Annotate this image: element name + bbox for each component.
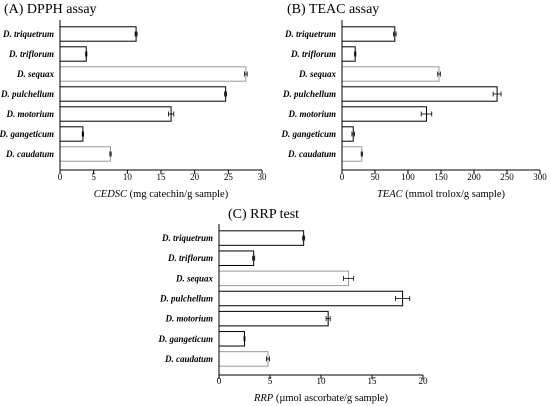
chart-dpph-category-label: D. triquetrum xyxy=(2,29,54,39)
chart-dpph-category-label: D. gangeticum xyxy=(0,129,54,139)
chart-teac-errorbar-d-gangeticum xyxy=(351,131,355,137)
chart-dpph-category-label: D. triflorum xyxy=(8,49,54,59)
chart-dpph-x-tick-label: 0 xyxy=(58,172,63,182)
chart-teac-bar-d-triquetrum xyxy=(341,26,396,42)
chart-dpph-errorbar-d-pulchellum xyxy=(224,91,228,97)
chart-rrp-x-axis-label: RRP (µmol ascorbate/g sample) xyxy=(253,393,389,404)
chart-rrp-bar-d-caudatum xyxy=(218,351,269,367)
chart-dpph-errorbar-d-sequax xyxy=(244,71,248,77)
chart-rrp-category-label: D. pulchellum xyxy=(159,294,213,304)
chart-teac-x-tick-label: 200 xyxy=(467,172,481,182)
chart-rrp-x-tick-label: 20 xyxy=(419,376,429,386)
chart-teac-errorbar-d-sequax xyxy=(437,71,441,77)
chart-teac-x-axis-unit: (mmol trolox/g sample) xyxy=(403,189,506,200)
chart-rrp-category-label: D. triflorum xyxy=(167,253,213,263)
chart-rrp-x-axis-variable: RRP xyxy=(253,393,274,404)
chart-teac-x-tick-label: 100 xyxy=(401,172,415,182)
chart-rrp-errorbar-d-triflorum xyxy=(252,255,256,261)
chart-rrp-errorbar-d-motorium xyxy=(325,316,331,322)
chart-dpph-bar-d-motorium xyxy=(59,106,172,122)
chart-rrp-x-axis-unit: (µmol ascorbate/g sample) xyxy=(273,393,388,404)
chart-teac-errorbar-d-pulchellum xyxy=(492,91,502,97)
chart-teac-errorbar-d-caudatum xyxy=(360,151,363,157)
chart-dpph-errorbar-d-triflorum xyxy=(85,51,88,57)
chart-teac-x-tick-label: 250 xyxy=(500,172,514,182)
chart-rrp-errorbar-d-triquetrum xyxy=(302,235,306,241)
chart-dpph-bar-d-gangeticum xyxy=(59,126,84,142)
chart-teac-x-tick-label: 50 xyxy=(371,172,381,182)
chart-teac-bar-d-triflorum xyxy=(341,46,356,62)
chart-teac-bar-d-sequax xyxy=(341,66,440,82)
chart-rrp-errorbar-d-sequax xyxy=(343,275,355,281)
chart-teac-title: (B) TEAC assay xyxy=(287,2,379,17)
chart-rrp-x-tick-label: 0 xyxy=(217,376,222,386)
chart-dpph-bar-d-caudatum xyxy=(59,146,111,162)
chart-teac-category-label: D. gangeticum xyxy=(280,129,336,139)
chart-rrp-bar-d-motorium xyxy=(218,310,329,327)
chart-dpph-x-axis-variable: CEDSC xyxy=(94,189,128,200)
chart-teac-errorbar-d-triquetrum xyxy=(393,31,397,37)
chart-rrp-bar-d-sequax xyxy=(218,270,350,287)
chart-rrp-category-label: D. gangeticum xyxy=(157,334,213,344)
chart-teac-bar-d-motorium xyxy=(341,106,427,122)
chart-teac-errorbar-d-triflorum xyxy=(354,51,357,57)
chart-dpph-x-tick-label: 10 xyxy=(123,172,133,182)
chart-rrp-errorbar-d-pulchellum xyxy=(395,296,411,301)
chart-dpph-x-tick-label: 15 xyxy=(157,172,167,182)
chart-rrp-bar-d-triflorum xyxy=(218,250,255,266)
chart-teac-category-label: D. pulchellum xyxy=(282,89,336,99)
chart-rrp-category-label: D. triquetrum xyxy=(161,233,213,243)
chart-dpph-errorbar-d-gangeticum xyxy=(81,131,84,137)
chart-dpph-category-label: D. caudatum xyxy=(5,149,54,159)
chart-rrp-category-label: D. caudatum xyxy=(164,354,213,364)
chart-dpph-x-tick-label: 5 xyxy=(91,172,96,182)
chart-teac-category-label: D. triflorum xyxy=(290,49,336,59)
chart-teac-category-label: D. sequax xyxy=(298,69,337,79)
chart-dpph-errorbar-d-triquetrum xyxy=(134,31,138,37)
chart-teac-errorbar-d-motorium xyxy=(420,111,433,117)
chart-rrp-x-tick-label: 10 xyxy=(317,376,327,386)
chart-teac-category-label: D. triquetrum xyxy=(284,29,336,39)
chart-rrp-bar-d-triquetrum xyxy=(218,230,305,246)
chart-teac-x-tick-label: 0 xyxy=(340,172,345,182)
chart-dpph-bar-d-sequax xyxy=(59,66,247,82)
chart-dpph-x-axis-unit: (mg catechin/g sample) xyxy=(127,189,229,200)
chart-rrp-errorbar-d-gangeticum xyxy=(243,336,246,342)
chart-dpph-errorbar-d-motorium xyxy=(168,111,175,117)
panel-rrp: (C) RRP test D. triquetrum D. triflorum D. … xyxy=(157,207,428,404)
panel-dpph: (A) DPPH assay D. triquetrum D. triflorum D… xyxy=(0,2,267,200)
chart-dpph-bar-d-triquetrum xyxy=(59,26,137,42)
chart-rrp-title: (C) RRP test xyxy=(228,207,299,222)
chart-teac-x-tick-label: 300 xyxy=(533,172,547,182)
chart-rrp-category-label: D. sequax xyxy=(175,273,214,283)
chart-dpph-bar-d-pulchellum xyxy=(59,86,227,102)
chart-dpph-errorbar-d-caudatum xyxy=(109,151,112,157)
chart-rrp-bar-d-pulchellum xyxy=(218,290,404,307)
chart-teac-category-label: D. caudatum xyxy=(287,149,336,159)
chart-rrp-bar-d-gangeticum xyxy=(218,331,245,347)
chart-rrp-x-tick-label: 15 xyxy=(368,376,378,386)
panel-teac: (B) TEAC assay D. triquetrum D. triflorum D… xyxy=(280,2,547,200)
chart-dpph-category-label: D. pulchellum xyxy=(0,89,54,99)
chart-dpph-bar-d-triflorum xyxy=(59,46,87,62)
chart-rrp-category-label: D. motorium xyxy=(164,314,213,324)
chart-rrp-x-tick-label: 5 xyxy=(268,376,273,386)
chart-dpph-category-label: D. sequax xyxy=(16,69,55,79)
chart-teac-x-axis-label: TEAC (mmol trolox/g sample) xyxy=(377,189,506,200)
chart-dpph-x-tick-label: 25 xyxy=(224,172,234,182)
chart-rrp-errorbar-d-caudatum xyxy=(266,356,270,362)
chart-dpph-title: (A) DPPH assay xyxy=(4,2,97,17)
chart-dpph-x-axis-label: CEDSC (mg catechin/g sample) xyxy=(94,189,229,200)
chart-teac-category-label: D. motorium xyxy=(287,109,336,119)
chart-dpph-x-tick-label: 30 xyxy=(258,172,268,182)
chart-teac-x-tick-label: 150 xyxy=(434,172,448,182)
chart-teac-x-axis-variable: TEAC xyxy=(377,189,404,200)
chart-dpph-x-tick-label: 20 xyxy=(190,172,200,182)
chart-teac-bar-d-pulchellum xyxy=(341,86,498,102)
chart-teac-bar-d-caudatum xyxy=(341,146,363,162)
chart-dpph-category-label: D. motorium xyxy=(5,109,54,119)
